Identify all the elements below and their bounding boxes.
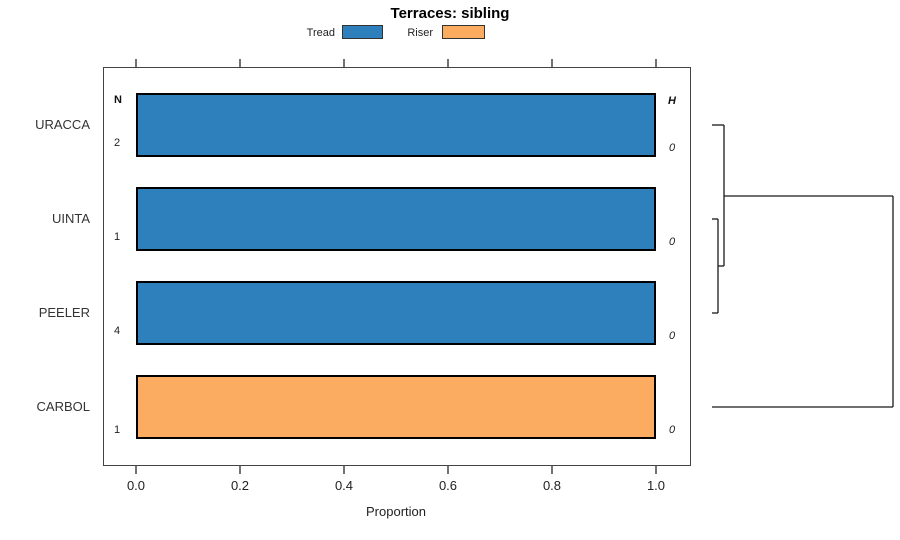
bar-uracca-tread — [136, 93, 656, 157]
legend-label-riser: Riser — [407, 27, 433, 39]
category-label-peeler: PEELER — [38, 305, 90, 320]
h-value-carbol: 0 — [668, 424, 676, 436]
h-column-header: H — [668, 95, 676, 107]
x-tick-0.2: 0.2 — [230, 478, 250, 493]
x-tick-0.8: 0.8 — [542, 478, 562, 493]
bar-uinta-tread — [136, 187, 656, 251]
x-tick-0.4: 0.4 — [334, 478, 354, 493]
n-column-header: N — [114, 94, 122, 106]
h-value-uracca: 0 — [668, 142, 676, 154]
dendrogram — [712, 124, 894, 408]
n-value-peeler: 4 — [113, 325, 121, 337]
top-axis-ticks — [135, 59, 657, 67]
n-value-uinta: 1 — [113, 231, 121, 243]
bottom-axis-ticks — [135, 466, 657, 474]
n-value-carbol: 1 — [113, 424, 121, 436]
category-label-uracca: URACCA — [35, 117, 90, 132]
n-value-uracca: 2 — [113, 137, 121, 149]
bar-peeler-tread — [136, 281, 656, 345]
x-tick-1.0: 1.0 — [646, 478, 666, 493]
legend-swatch-riser — [442, 25, 485, 39]
legend-swatch-tread — [342, 25, 383, 39]
plot-frame — [103, 67, 691, 466]
x-tick-0.0: 0.0 — [126, 478, 146, 493]
category-label-uinta: UINTA — [51, 211, 90, 226]
category-label-carbol: CARBOL — [36, 399, 90, 414]
x-axis-title: Proportion — [366, 504, 426, 519]
legend-label-tread: Tread — [306, 27, 335, 39]
chart-title: Terraces: sibling — [390, 5, 510, 22]
x-tick-0.6: 0.6 — [438, 478, 458, 493]
bar-carbol-riser — [136, 375, 656, 439]
h-value-uinta: 0 — [668, 236, 676, 248]
h-value-peeler: 0 — [668, 330, 676, 342]
